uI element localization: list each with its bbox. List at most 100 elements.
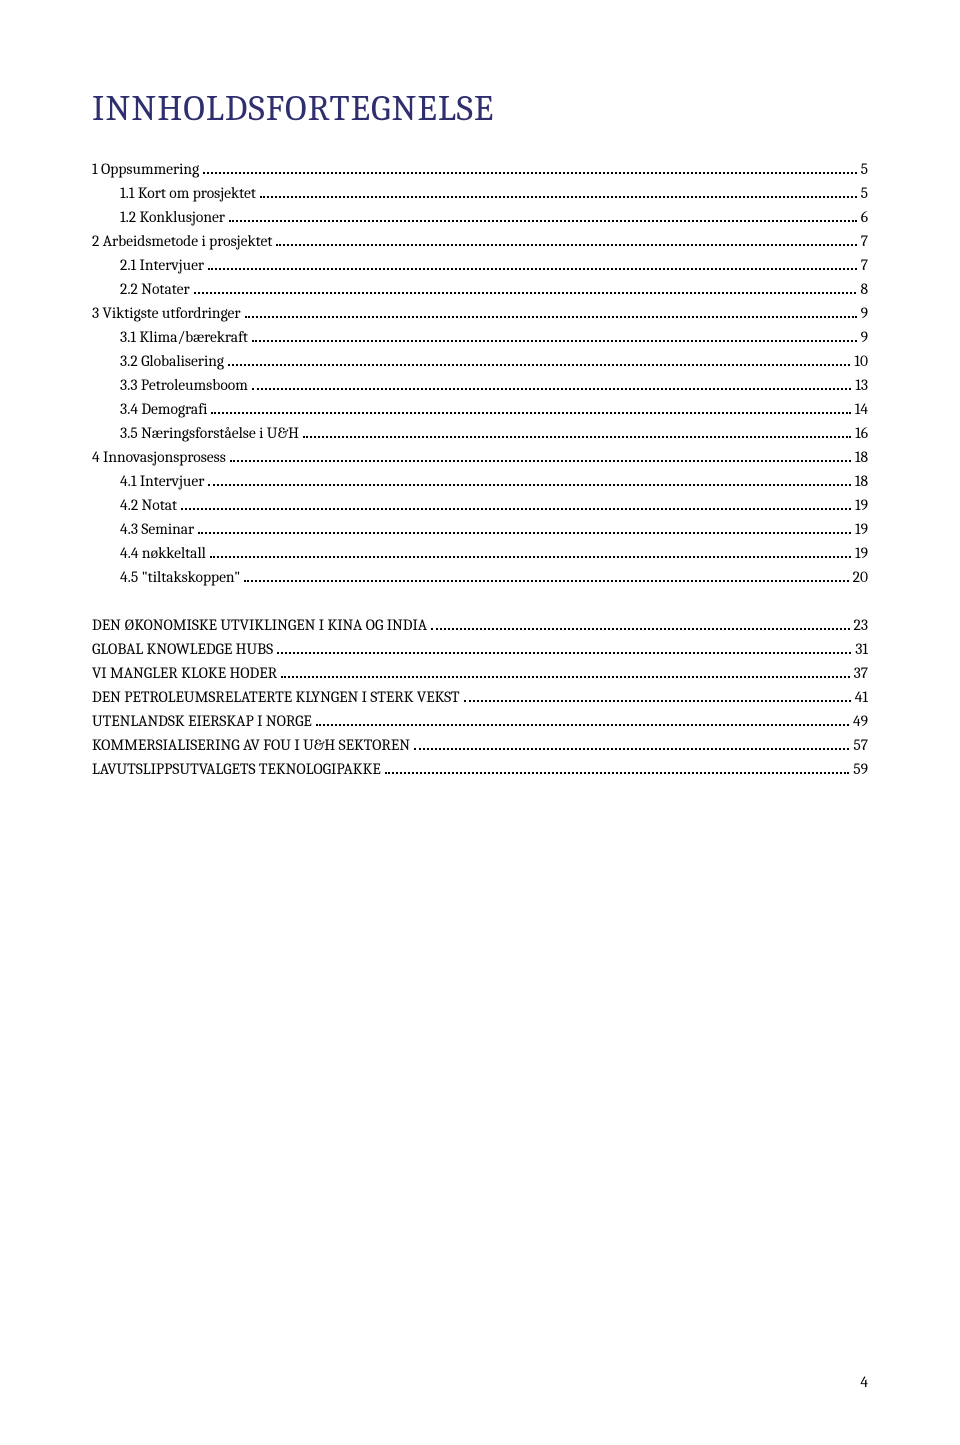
toc-entry: 3.5 Næringsforståelse i U&H 16 [92, 421, 868, 445]
toc-dot-leader [245, 316, 857, 318]
toc-dot-leader [277, 652, 851, 654]
toc-page-number: 18 [855, 469, 868, 493]
toc-dot-leader [276, 244, 856, 246]
toc-page-number: 5 [861, 157, 868, 181]
toc-dot-leader [229, 220, 857, 222]
toc-entry: DEN ØKONOMISKE UTVIKLINGEN I KINA OG IND… [92, 613, 868, 637]
toc-label: LAVUTSLIPPSUTVALGETS TEKNOLOGIPAKKE [92, 757, 381, 781]
toc-entry: 2.1 Intervjuer 7 [92, 253, 868, 277]
toc-entry: 3.3 Petroleumsboom 13 [92, 373, 868, 397]
toc-entry: 3 Viktigste utfordringer 9 [92, 301, 868, 325]
toc-dot-leader [211, 412, 850, 414]
toc-page-number: 19 [855, 541, 868, 565]
toc-block-2: DEN ØKONOMISKE UTVIKLINGEN I KINA OG IND… [92, 613, 868, 781]
toc-page-number: 41 [855, 685, 868, 709]
toc-dot-leader [228, 364, 850, 366]
toc-label: 4.5 "tiltakskoppen" [120, 565, 240, 589]
toc-page-number: 5 [861, 181, 868, 205]
toc-entry: 4.3 Seminar 19 [92, 517, 868, 541]
toc-entry: DEN PETROLEUMSRELATERTE KLYNGEN I STERK … [92, 685, 868, 709]
toc-label: VI MANGLER KLOKE HODER [92, 661, 277, 685]
toc-dot-leader [281, 676, 849, 678]
toc-page-number: 7 [861, 229, 868, 253]
toc-entry: 4.1 Intervjuer 18 [92, 469, 868, 493]
toc-entry: 1.1 Kort om prosjektet 5 [92, 181, 868, 205]
toc-dot-leader [385, 772, 850, 774]
toc-page-number: 20 [853, 565, 868, 589]
toc-page-number: 7 [861, 253, 868, 277]
toc-label: 1.1 Kort om prosjektet [120, 181, 256, 205]
toc-label: 2 Arbeidsmetode i prosjektet [92, 229, 272, 253]
toc-label: 4.2 Notat [120, 493, 177, 517]
toc-label: 4 Innovasjonsprosess [92, 445, 226, 469]
toc-label: UTENLANDSK EIERSKAP I NORGE [92, 709, 312, 733]
toc-entry: 3.4 Demografi 14 [92, 397, 868, 421]
toc-label: 4.4 nøkkeltall [120, 541, 206, 565]
toc-entry: VI MANGLER KLOKE HODER 37 [92, 661, 868, 685]
toc-entry: 3.1 Klima/bærekraft 9 [92, 325, 868, 349]
toc-page-number: 14 [855, 397, 868, 421]
toc-page-number: 6 [861, 205, 868, 229]
toc-entry: LAVUTSLIPPSUTVALGETS TEKNOLOGIPAKKE 59 [92, 757, 868, 781]
toc-dot-leader [414, 748, 849, 750]
toc-entry: 4 Innovasjonsprosess18 [92, 445, 868, 469]
toc-entry: 4.5 "tiltakskoppen" 20 [92, 565, 868, 589]
toc-label: 4.1 Intervjuer [120, 469, 204, 493]
page-title: INNHOLDSFORTEGNELSE [92, 88, 868, 129]
toc-label: 2.2 Notater [120, 277, 190, 301]
toc-label: 1 Oppsummering [92, 157, 199, 181]
toc-page-number: 8 [860, 277, 868, 301]
toc-page-number: 49 [853, 709, 868, 733]
toc-dot-leader [464, 700, 851, 702]
toc-entry: 4.4 nøkkeltall 19 [92, 541, 868, 565]
toc-page-number: 16 [855, 421, 868, 445]
toc-label: 3.4 Demografi [120, 397, 207, 421]
toc-entry: 4.2 Notat19 [92, 493, 868, 517]
toc-entry: 2 Arbeidsmetode i prosjektet 7 [92, 229, 868, 253]
toc-label: DEN PETROLEUMSRELATERTE KLYNGEN I STERK … [92, 685, 460, 709]
toc-dot-leader [316, 724, 849, 726]
toc-page-number: 31 [855, 637, 868, 661]
toc-label: GLOBAL KNOWLEDGE HUBS [92, 637, 273, 661]
toc-dot-leader [230, 460, 851, 462]
toc-entry: GLOBAL KNOWLEDGE HUBS 31 [92, 637, 868, 661]
toc-page-number: 9 [861, 301, 868, 325]
toc-page-number: 13 [855, 373, 868, 397]
toc-dot-leader [194, 292, 857, 294]
toc-dot-leader [303, 436, 851, 438]
page-number: 4 [860, 1373, 868, 1391]
toc-entry: UTENLANDSK EIERSKAP I NORGE 49 [92, 709, 868, 733]
toc-label: 3.3 Petroleumsboom [120, 373, 248, 397]
toc-label: KOMMERSIALISERING AV FOU I U&H SEKTOREN [92, 733, 410, 757]
toc-dot-leader [210, 556, 851, 558]
toc-entry: 1 Oppsummering 5 [92, 157, 868, 181]
toc-page-number: 19 [855, 517, 868, 541]
toc-dot-leader [260, 196, 857, 198]
toc-dot-leader [244, 580, 848, 582]
toc-entry: 3.2 Globalisering 10 [92, 349, 868, 373]
toc-label: 3 Viktigste utfordringer [92, 301, 241, 325]
toc-page-number: 10 [854, 349, 868, 373]
toc-dot-leader [181, 508, 851, 510]
toc-dot-leader [208, 484, 851, 486]
toc-label: 3.1 Klima/bærekraft [120, 325, 248, 349]
toc-dot-leader [208, 268, 857, 270]
toc-entry: KOMMERSIALISERING AV FOU I U&H SEKTOREN 5… [92, 733, 868, 757]
toc-dot-leader [252, 340, 857, 342]
toc-page-number: 37 [854, 661, 868, 685]
toc-block-1: 1 Oppsummering51.1 Kort om prosjektet51.… [92, 157, 868, 589]
toc-dot-leader [203, 172, 856, 174]
toc-entry: 1.2 Konklusjoner 6 [92, 205, 868, 229]
toc-label: 1.2 Konklusjoner [120, 205, 225, 229]
toc-page-number: 9 [861, 325, 868, 349]
toc-label: DEN ØKONOMISKE UTVIKLINGEN I KINA OG IND… [92, 613, 427, 637]
toc-page-number: 57 [853, 733, 868, 757]
toc-page-number: 59 [853, 757, 868, 781]
toc-dot-leader [198, 532, 851, 534]
toc-dot-leader [431, 628, 849, 630]
toc-label: 4.3 Seminar [120, 517, 194, 541]
toc-dot-leader [252, 388, 851, 390]
toc-label: 3.5 Næringsforståelse i U&H [120, 421, 299, 445]
toc-label: 2.1 Intervjuer [120, 253, 204, 277]
toc-label: 3.2 Globalisering [120, 349, 224, 373]
